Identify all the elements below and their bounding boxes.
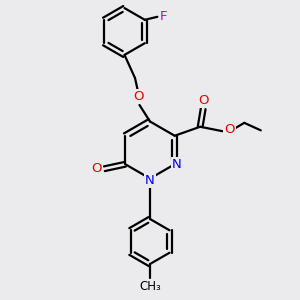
Text: F: F xyxy=(160,10,168,23)
Text: O: O xyxy=(133,90,143,103)
Text: N: N xyxy=(145,173,155,187)
Text: CH₃: CH₃ xyxy=(139,280,161,293)
Text: O: O xyxy=(198,94,208,107)
Text: N: N xyxy=(172,158,182,171)
Text: O: O xyxy=(224,123,235,136)
Text: O: O xyxy=(92,162,102,175)
